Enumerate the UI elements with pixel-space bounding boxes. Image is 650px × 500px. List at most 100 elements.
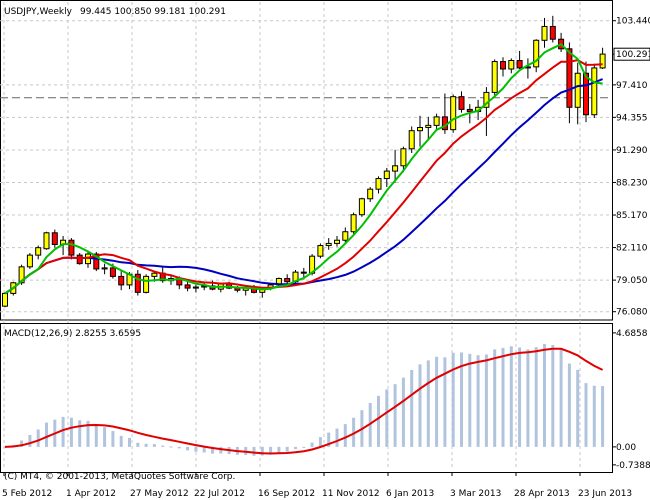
- price-tick-label: 91.290: [616, 146, 648, 156]
- candle-body: [400, 148, 407, 167]
- candle-body: [508, 59, 515, 70]
- candle-body: [35, 247, 42, 256]
- macd-bar: [260, 446, 264, 456]
- macd-bar: [310, 442, 314, 447]
- macd-bar: [28, 435, 32, 447]
- macd-bar: [152, 444, 156, 447]
- candle-body: [51, 232, 58, 245]
- macd-bar: [426, 360, 430, 447]
- macd-bar: [186, 446, 190, 451]
- macd-bar: [20, 440, 24, 447]
- macd-bar: [343, 424, 347, 447]
- macd-bar: [484, 354, 488, 447]
- price-tick-label: 97.410: [616, 81, 648, 91]
- time-tick-label: 5 Feb 2012: [2, 489, 52, 499]
- macd-bar: [103, 427, 107, 447]
- candle-body: [574, 72, 581, 108]
- macd-bar: [460, 352, 463, 447]
- macd-bar: [128, 437, 131, 447]
- macd-bar: [302, 446, 306, 448]
- candle-body: [458, 96, 465, 110]
- macd-bar: [468, 353, 472, 447]
- macd-tick-label: 0.00: [616, 443, 636, 453]
- macd-bar: [559, 348, 563, 447]
- macd-bar: [277, 446, 281, 453]
- candle-body: [334, 239, 340, 244]
- macd-bar: [592, 385, 596, 447]
- macd-bar: [352, 417, 356, 447]
- macd-bar: [435, 356, 439, 447]
- ma-green-line: [4, 43, 603, 295]
- macd-bar: [410, 370, 414, 447]
- candle-body: [375, 178, 382, 190]
- candle-body: [417, 126, 423, 132]
- macd-bar: [269, 446, 273, 455]
- candle-body: [408, 130, 415, 150]
- current-price-box: [613, 47, 650, 61]
- macd-bar: [534, 347, 538, 447]
- macd-bar: [318, 437, 322, 447]
- macd-bar: [285, 446, 289, 452]
- macd-bar: [219, 446, 223, 454]
- candle-body: [68, 239, 75, 256]
- macd-bar: [377, 395, 380, 447]
- axes: 103.440 100.291 97.410 94.355 91.290 88.230 85…: [2, 17, 650, 499]
- macd-bar: [335, 428, 339, 447]
- macd-bar: [3, 446, 7, 448]
- macd-bar: [119, 435, 123, 447]
- time-tick-label: 11 Nov 2012: [322, 489, 380, 499]
- candle-body: [516, 59, 523, 69]
- macd-bar: [86, 420, 90, 447]
- time-tick-label: 22 Jul 2012: [194, 489, 245, 499]
- macd-bar: [211, 446, 214, 454]
- candle-body: [2, 292, 8, 307]
- macd-bar: [567, 363, 571, 447]
- time-tick-label: 6 Jan 2013: [386, 489, 434, 499]
- macd-bar: [61, 416, 65, 447]
- price-tick-label: 76.080: [616, 308, 648, 318]
- macd-bar: [45, 422, 48, 447]
- macd-bar: [177, 446, 181, 449]
- candle-body: [425, 124, 432, 128]
- macd-label: MACD(12,26,9) 2.8255 3.6595: [4, 329, 141, 339]
- candle-body: [500, 61, 506, 70]
- candle-body: [317, 245, 324, 257]
- macd-bar: [443, 357, 447, 447]
- macd-bar: [78, 420, 82, 447]
- candle-body: [192, 286, 199, 289]
- grid: [0, 0, 613, 473]
- candle-body: [566, 48, 573, 108]
- candle-body: [350, 214, 357, 233]
- candle-body: [300, 271, 307, 274]
- macd-tick-label: 4.6858: [616, 329, 648, 339]
- moving-averages: [4, 43, 603, 295]
- candle-body: [383, 170, 390, 180]
- macd-bar: [418, 364, 422, 447]
- candle-body: [450, 96, 457, 131]
- macd-tick-label: -0.7388: [616, 461, 650, 471]
- candle-body: [541, 25, 548, 41]
- macd-bar: [144, 443, 148, 447]
- price-tick-label: 103.440: [616, 17, 650, 27]
- candle-body: [151, 272, 158, 277]
- candle-body: [76, 254, 83, 265]
- macd-bar: [202, 446, 206, 453]
- macd-bar: [393, 384, 397, 447]
- candle-body: [118, 275, 125, 286]
- macd-bar: [551, 345, 555, 447]
- macd-bar: [36, 429, 40, 447]
- macd-bar: [194, 446, 198, 452]
- macd-bar: [584, 383, 588, 447]
- macd-bar: [252, 446, 256, 456]
- candles: [2, 15, 606, 308]
- candle-body: [483, 91, 490, 108]
- macd-bar: [161, 445, 165, 447]
- macd-bar: [451, 352, 455, 447]
- macd-bar: [501, 347, 505, 447]
- macd-bar: [294, 446, 297, 450]
- symbol-header: USDJPY,Weekly 99.445 100.850 99.181 100.2…: [4, 7, 226, 17]
- macd-panel: [0, 323, 613, 473]
- candle-body: [184, 284, 191, 289]
- candle-body: [591, 67, 598, 116]
